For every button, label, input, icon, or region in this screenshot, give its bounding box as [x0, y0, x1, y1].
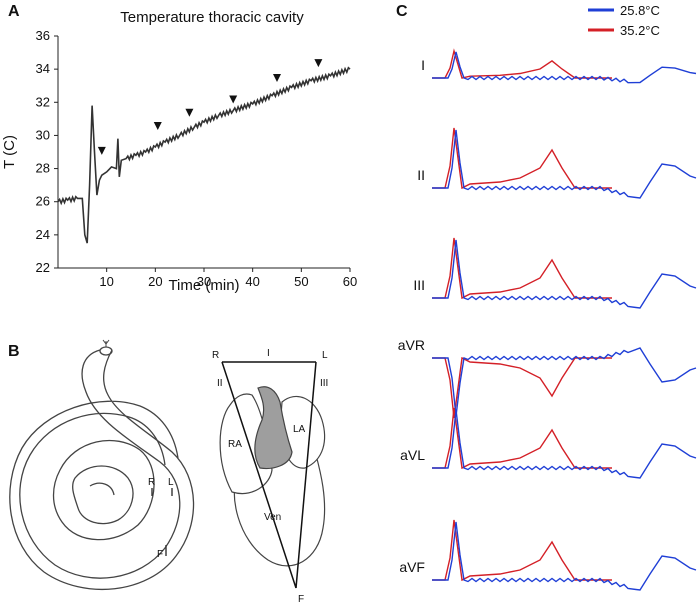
snake-electrode-r: R — [148, 477, 155, 488]
snake-tail-tip — [89, 482, 115, 496]
ecg-lead-i: I — [421, 48, 697, 84]
arrow-markers — [97, 59, 323, 155]
ecg-lead-avl: aVL — [400, 407, 697, 479]
panel-a-letter: A — [8, 3, 20, 20]
y-tick-label: 30 — [36, 127, 50, 142]
cold-trace — [432, 129, 697, 199]
triangle-vertex-f: F — [298, 594, 304, 605]
ecg-lead-avr: aVR — [398, 337, 697, 419]
legend-label-cold: 25.8°C — [620, 3, 660, 18]
great-vessel-shape — [254, 386, 293, 470]
legend: 25.8°C 35.2°C — [588, 3, 660, 38]
lead-label: II — [417, 167, 425, 183]
chart-title: Temperature thoracic cavity — [120, 9, 304, 26]
triangle-side-i: I — [267, 348, 270, 359]
snake-tail — [72, 465, 134, 525]
snake-electrode-l: L — [168, 477, 174, 488]
chamber-la: LA — [293, 424, 306, 435]
triangle-side-ii: II — [217, 378, 223, 389]
panel-c-letter: C — [396, 3, 408, 20]
snake-tongue — [102, 339, 110, 347]
snake-body-coil — [52, 439, 155, 541]
temperature-series-line — [57, 66, 351, 244]
arrow-marker — [314, 59, 323, 68]
snake-diagram — [9, 339, 195, 590]
snake-head — [99, 346, 113, 356]
arrow-marker — [273, 74, 281, 82]
temperature-chart: Temperature thoracic cavity 22 24 26 28 30 32… — [1, 9, 357, 294]
lead-label: III — [413, 277, 425, 293]
snake-outer-outline — [19, 349, 181, 579]
ecg-lead-ii: II — [417, 127, 697, 199]
cold-trace — [432, 347, 697, 417]
cold-trace — [432, 51, 697, 84]
chamber-ra: RA — [228, 439, 242, 450]
x-ticks: 10 20 30 40 50 60 — [99, 268, 357, 289]
x-axis-label: Time (min) — [168, 277, 239, 294]
warm-trace — [432, 519, 612, 582]
y-tick-label: 36 — [36, 28, 50, 43]
y-tick-label: 22 — [36, 260, 50, 275]
triangle-vertex-r: R — [212, 350, 219, 361]
ecg-lead-avf: aVF — [399, 519, 697, 591]
arrow-marker — [153, 122, 162, 131]
x-tick-label: 20 — [148, 274, 162, 289]
warm-trace — [432, 48, 612, 79]
y-axis-label: T (C) — [1, 135, 18, 169]
y-tick-label: 24 — [36, 227, 50, 242]
y-tick-label: 28 — [36, 161, 50, 176]
lead-label: I — [421, 57, 425, 73]
snake-electrode-f: F — [157, 549, 163, 560]
legend-label-warm: 35.2°C — [620, 23, 660, 38]
warm-trace — [432, 356, 612, 419]
warm-trace — [432, 127, 612, 190]
x-tick-label: 50 — [294, 274, 308, 289]
heart-diagram — [219, 386, 326, 567]
x-tick-label: 60 — [343, 274, 357, 289]
warm-trace — [432, 237, 612, 300]
arrow-marker — [229, 95, 238, 104]
arrow-marker — [185, 108, 194, 117]
right-atrium-shape — [219, 393, 273, 494]
y-tick-label: 32 — [36, 94, 50, 109]
cold-trace — [432, 239, 697, 309]
einthoven-triangle — [221, 361, 317, 589]
y-tick-label: 26 — [36, 194, 50, 209]
lead-label: aVL — [400, 447, 425, 463]
ecg-lead-iii: III — [413, 237, 697, 309]
triangle-side-iii: III — [320, 378, 328, 389]
y-tick-label: 34 — [36, 61, 50, 76]
snake-inner-outline — [9, 349, 195, 590]
panel-b-letter: B — [8, 343, 20, 360]
cold-trace — [432, 521, 697, 591]
cold-trace — [432, 409, 697, 479]
x-tick-label: 10 — [99, 274, 113, 289]
lead-label: aVR — [398, 337, 425, 353]
chamber-ven: Ven — [264, 512, 281, 523]
warm-trace — [432, 407, 612, 470]
arrow-marker — [97, 146, 106, 155]
y-ticks: 22 24 26 28 30 32 34 36 — [36, 28, 58, 275]
x-tick-label: 40 — [245, 274, 259, 289]
x-tick-label: 30 — [197, 274, 211, 289]
triangle-vertex-l: L — [322, 350, 328, 361]
lead-label: aVF — [399, 559, 425, 575]
